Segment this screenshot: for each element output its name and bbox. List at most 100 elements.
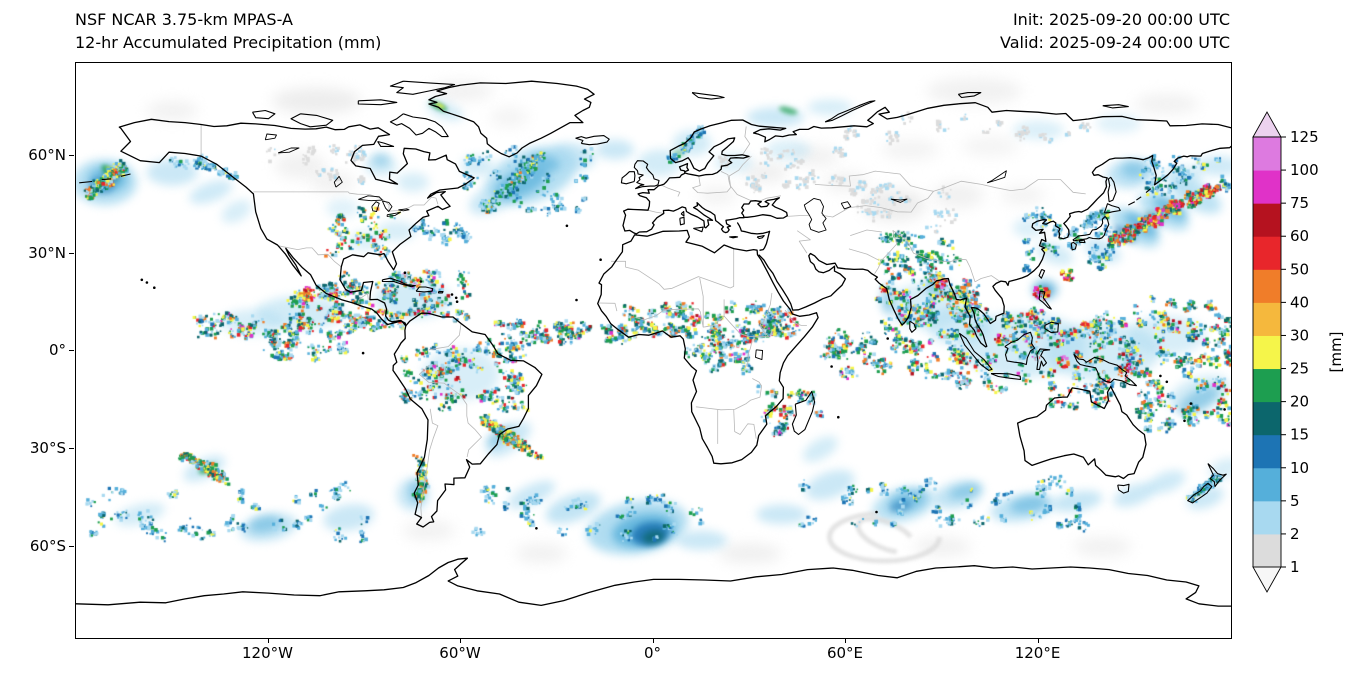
country-border [874, 230, 898, 274]
lake-outline [398, 208, 410, 212]
island-coastline [389, 80, 456, 95]
country-border [796, 230, 811, 254]
small-island [403, 271, 407, 274]
colorbar-under-arrow [1252, 566, 1282, 593]
colorbar-tick-label: 20 [1290, 393, 1309, 411]
lake-outline [371, 201, 380, 212]
small-island [454, 296, 458, 300]
coastline-layer [76, 80, 1231, 607]
country-border [747, 339, 753, 367]
coastline [623, 102, 1231, 212]
y-tick-mark [69, 448, 74, 450]
island-coastline [381, 277, 416, 288]
country-border [598, 302, 618, 312]
coastline [736, 222, 771, 251]
country-border [277, 245, 342, 268]
island-coastline [1107, 176, 1117, 203]
colorbar-tick-label: 5 [1290, 492, 1300, 510]
island-coastline [633, 160, 660, 190]
x-tick-label: 120°E [1014, 644, 1061, 662]
country-border [428, 323, 462, 351]
small-island [450, 293, 454, 296]
island-coastline [958, 332, 993, 371]
country-border [742, 126, 751, 155]
country-border [933, 179, 1086, 195]
small-island [153, 286, 156, 289]
coastline [76, 557, 1231, 607]
init-time-label: Init: 2025-09-20 00:00 UTC [1012, 10, 1230, 29]
country-border [418, 365, 482, 458]
y-tick-mark [69, 252, 74, 254]
country-border [848, 248, 880, 261]
island-coastline [791, 390, 816, 436]
y-tick-mark [69, 155, 74, 157]
lake-outline [803, 197, 827, 233]
colorbar-tick-label: 40 [1290, 293, 1309, 311]
island-coastline [909, 320, 917, 333]
island-coastline [679, 216, 685, 226]
island-coastline [1038, 268, 1046, 279]
lake-outline [381, 200, 393, 212]
y-tick-label: 60°S [29, 536, 66, 555]
colorbar-segment [1253, 203, 1281, 237]
island-coastline [1072, 216, 1110, 242]
coastline [597, 229, 819, 465]
colorbar-segment [1253, 434, 1281, 469]
island-coastline [693, 226, 704, 233]
country-border [733, 409, 757, 439]
island-coastline [357, 99, 398, 106]
small-island [837, 415, 840, 419]
colorbar-tick-label: 125 [1290, 128, 1319, 146]
lake-outline [890, 198, 908, 203]
country-border [357, 293, 369, 305]
small-island [1165, 380, 1169, 384]
country-border [965, 259, 1001, 283]
colorbar-segment [1253, 467, 1281, 502]
island-coastline [1044, 321, 1059, 334]
small-island [1183, 419, 1186, 423]
colorbar-segment [1253, 368, 1281, 403]
colorbar-tick-label: 30 [1290, 326, 1309, 344]
colorbar-segment [1253, 401, 1281, 436]
colorbar-segment [1253, 269, 1281, 303]
y-tick-mark [69, 545, 74, 547]
x-tick-label: 60°W [439, 644, 481, 662]
island-coastline [437, 291, 444, 294]
country-border [420, 408, 439, 520]
country-border [647, 209, 664, 214]
plot-title-field: 12-hr Accumulated Precipitation (mm) [75, 33, 382, 52]
lake-outline [755, 349, 764, 361]
colorbar-segment [1253, 500, 1281, 535]
y-tick-label: 30°N [28, 243, 66, 262]
island-coastline [1207, 463, 1227, 488]
island-coastline [1038, 290, 1052, 310]
small-island [599, 258, 602, 261]
lake-outline [386, 211, 402, 217]
x-tick-mark [267, 638, 269, 643]
island-coastline [1187, 482, 1213, 504]
lake-outline [840, 201, 852, 210]
x-tick-mark [1037, 638, 1039, 643]
x-tick-mark [460, 638, 461, 643]
coastline [1016, 385, 1147, 480]
plot-title-model: NSF NCAR 3.75-km MPAS-A [75, 10, 293, 29]
colorbar-over-arrow [1252, 111, 1282, 138]
island-coastline [252, 109, 276, 120]
colorbar-unit-label: [mm] [1327, 332, 1345, 373]
lake-outline [264, 133, 277, 141]
island-coastline [990, 373, 1022, 381]
island-coastline [691, 92, 725, 100]
colorbar-tick-label: 2 [1290, 525, 1300, 543]
colorbar-tick-label: 100 [1290, 161, 1319, 179]
colorbar-tick-label: 50 [1290, 260, 1309, 278]
island-coastline [1102, 104, 1129, 109]
map-area [75, 62, 1232, 639]
island-coastline [1004, 331, 1036, 366]
island-coastline [1103, 203, 1121, 214]
country-border [635, 308, 769, 337]
small-island [875, 510, 878, 514]
island-coastline [389, 113, 449, 138]
island-coastline [79, 180, 93, 184]
